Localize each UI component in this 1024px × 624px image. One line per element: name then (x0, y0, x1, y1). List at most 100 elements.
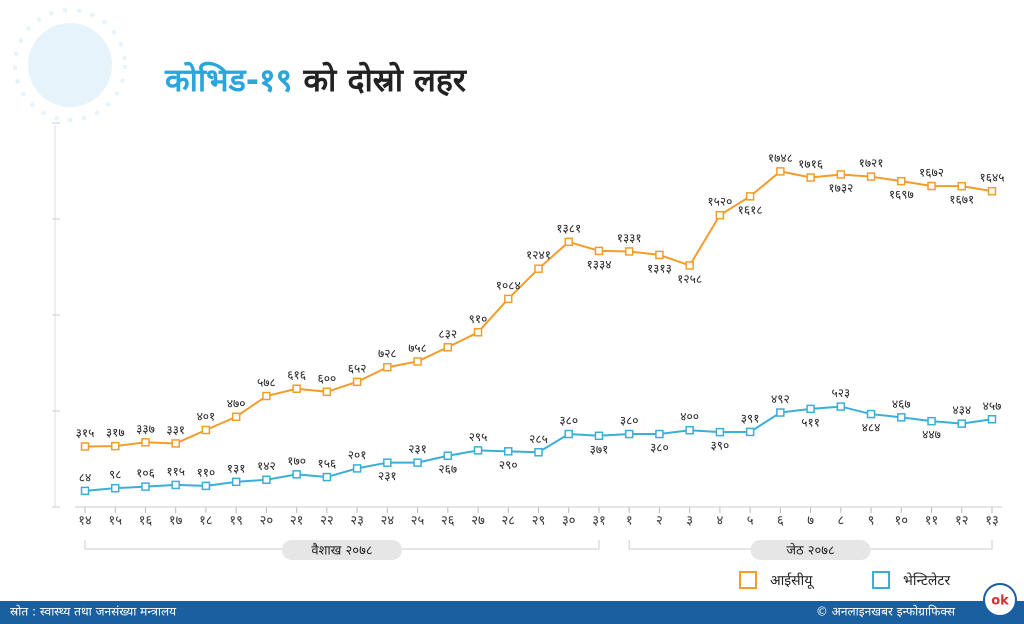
group-label: वैशाख २०७८ (311, 543, 372, 559)
point-marker (413, 458, 422, 467)
point-marker (836, 170, 846, 179)
footer-bar (0, 601, 1024, 624)
legend-label: आईसीयू (770, 572, 814, 589)
point-marker (927, 416, 936, 426)
x-tick-label: १५ (108, 514, 122, 529)
data-label: १४२ (257, 459, 276, 473)
x-tick-label: १४ (78, 514, 92, 529)
data-label: १६४५ (980, 171, 1005, 185)
x-tick-label: ५ (747, 514, 754, 529)
point-marker (715, 427, 725, 437)
point-marker (866, 172, 876, 181)
data-label: ४७० (227, 396, 246, 410)
x-tick-label: २७ (471, 514, 485, 529)
data-label: १६७१ (949, 193, 974, 207)
data-label: २९० (499, 458, 518, 472)
x-tick-label: २२ (320, 514, 334, 529)
data-label: ५११ (801, 415, 820, 429)
point-marker (866, 409, 876, 419)
data-label: ३८० (559, 414, 578, 428)
data-label: १५६ (317, 457, 336, 471)
x-tick-label: ३ (686, 514, 693, 529)
data-label: ७२८ (378, 347, 397, 361)
x-tick-label: ६ (777, 514, 784, 529)
data-label: ३३१ (166, 423, 185, 437)
data-label: ५२३ (831, 386, 850, 400)
data-label: ५७८ (257, 376, 276, 390)
point-marker (262, 475, 271, 484)
point-marker (897, 413, 906, 422)
data-label: १७२१ (859, 156, 884, 170)
x-tick-label: ७ (807, 514, 814, 529)
point-marker (141, 438, 150, 447)
x-tick-label: २४ (381, 514, 395, 529)
data-label: १७१६ (798, 157, 823, 171)
data-label: २६७ (438, 462, 457, 476)
data-label: १२४१ (526, 248, 551, 262)
x-tick-label: २ (656, 514, 663, 529)
x-tick-label: २६ (441, 514, 455, 529)
data-label: २३१ (408, 442, 427, 456)
data-label: २३१ (378, 469, 397, 483)
data-label: ११५ (166, 464, 185, 478)
point-marker (806, 404, 815, 414)
point-marker (231, 477, 241, 487)
point-marker (201, 481, 211, 491)
logo-circle (983, 583, 1017, 617)
data-label: १६९७ (889, 188, 914, 202)
point-marker (685, 261, 694, 270)
group-label: जेठ २०७८ (786, 543, 835, 559)
x-tick-label: १६ (139, 514, 153, 529)
data-label: ४६७ (892, 397, 911, 411)
x-tick-label: ८ (837, 514, 844, 529)
point-marker (715, 210, 725, 220)
point-marker (745, 192, 755, 201)
x-tick-label: ३० (562, 514, 576, 529)
title-highlight: कोभिड-१९ (164, 61, 292, 99)
point-marker (141, 482, 150, 491)
data-label: २८५ (529, 432, 548, 446)
legend-swatch (872, 571, 890, 589)
data-label: ९८ (109, 468, 121, 482)
x-tick-label: ४ (717, 514, 724, 529)
point-marker (624, 429, 634, 439)
group-pill (281, 540, 402, 560)
data-label: १३३१ (617, 231, 642, 245)
data-label: ३१५ (76, 426, 95, 440)
point-marker (655, 250, 664, 260)
point-marker (745, 427, 755, 437)
x-tick-label: ९ (868, 514, 875, 529)
data-label: १३३४ (586, 257, 611, 271)
point-marker (262, 391, 271, 401)
point-marker (564, 237, 573, 247)
data-label: १५२० (707, 195, 732, 209)
point-marker (322, 387, 332, 397)
point-marker (806, 173, 815, 182)
data-label: ४९२ (771, 392, 790, 406)
x-tick-label: २१ (290, 514, 304, 529)
point-marker (231, 412, 241, 422)
x-tick-label: १८ (199, 514, 213, 529)
point-marker (383, 458, 392, 467)
x-tick-label: ११ (925, 514, 939, 529)
point-marker (624, 247, 634, 256)
point-marker (927, 181, 936, 191)
data-label: ३८० (620, 414, 639, 428)
data-label: ३३७ (136, 422, 155, 436)
point-marker (957, 181, 967, 191)
x-tick-label: २८ (502, 514, 516, 529)
x-tick-label: २९ (532, 514, 546, 529)
data-label: २९५ (469, 430, 488, 444)
data-label: ६५२ (348, 361, 367, 375)
data-label: ३७१ (590, 442, 609, 456)
data-label: १०६ (136, 466, 155, 480)
data-label: १०८४ (496, 278, 521, 292)
point-marker (534, 448, 543, 457)
data-label: ३१७ (106, 426, 125, 440)
group-pill (750, 540, 871, 560)
legend-swatch (739, 571, 757, 589)
data-label: ३९० (711, 439, 730, 453)
point-marker (292, 470, 301, 479)
point-marker (776, 408, 785, 417)
